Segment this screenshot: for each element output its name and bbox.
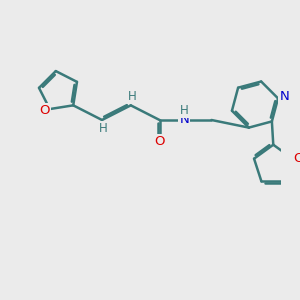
Text: N: N bbox=[279, 91, 289, 103]
Text: O: O bbox=[293, 152, 300, 165]
Text: O: O bbox=[154, 135, 165, 148]
Text: O: O bbox=[40, 104, 50, 117]
Text: N: N bbox=[179, 113, 189, 127]
Text: H: H bbox=[128, 90, 136, 103]
Text: H: H bbox=[99, 122, 108, 136]
Text: H: H bbox=[180, 104, 189, 117]
